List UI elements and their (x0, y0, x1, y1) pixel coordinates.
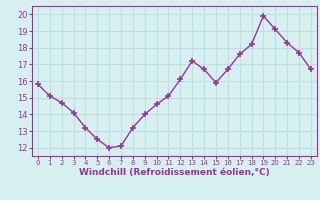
X-axis label: Windchill (Refroidissement éolien,°C): Windchill (Refroidissement éolien,°C) (79, 168, 270, 177)
